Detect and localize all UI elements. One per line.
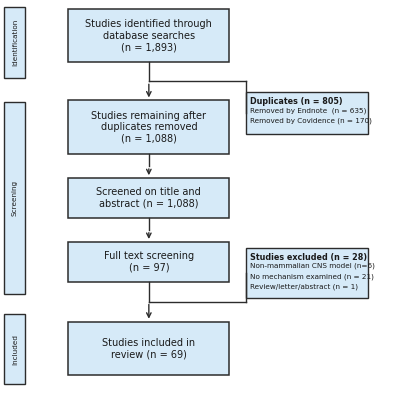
FancyBboxPatch shape [68, 100, 230, 154]
Text: Review/letter/abstract (n = 1): Review/letter/abstract (n = 1) [250, 284, 358, 290]
Text: Removed by Endnote  (n = 635): Removed by Endnote (n = 635) [250, 108, 367, 114]
Text: Full text screening
(n = 97): Full text screening (n = 97) [104, 251, 194, 272]
Text: Studies identified through
database searches
(n = 1,893): Studies identified through database sear… [86, 19, 212, 52]
Text: No mechanism examined (n = 21): No mechanism examined (n = 21) [250, 273, 374, 280]
FancyBboxPatch shape [68, 9, 230, 62]
FancyBboxPatch shape [68, 322, 230, 375]
FancyBboxPatch shape [4, 102, 25, 294]
Text: Removed by Covidence (n = 170): Removed by Covidence (n = 170) [250, 118, 372, 124]
FancyBboxPatch shape [246, 248, 368, 298]
Text: Identification: Identification [12, 19, 18, 66]
Text: Studies included in
review (n = 69): Studies included in review (n = 69) [102, 338, 195, 359]
Text: Studies excluded (n = 28): Studies excluded (n = 28) [250, 253, 367, 262]
Text: Screened on title and
abstract (n = 1,088): Screened on title and abstract (n = 1,08… [96, 187, 201, 209]
Text: Included: Included [12, 334, 18, 365]
FancyBboxPatch shape [4, 314, 25, 384]
FancyBboxPatch shape [68, 178, 230, 218]
Text: Screening: Screening [12, 180, 18, 216]
Text: Duplicates (n = 805): Duplicates (n = 805) [250, 97, 343, 106]
FancyBboxPatch shape [246, 92, 368, 134]
FancyBboxPatch shape [4, 7, 25, 78]
Text: Studies remaining after
duplicates removed
(n = 1,088): Studies remaining after duplicates remov… [92, 111, 206, 144]
Text: Non-mammalian CNS model (n=6): Non-mammalian CNS model (n=6) [250, 263, 375, 270]
FancyBboxPatch shape [68, 242, 230, 282]
